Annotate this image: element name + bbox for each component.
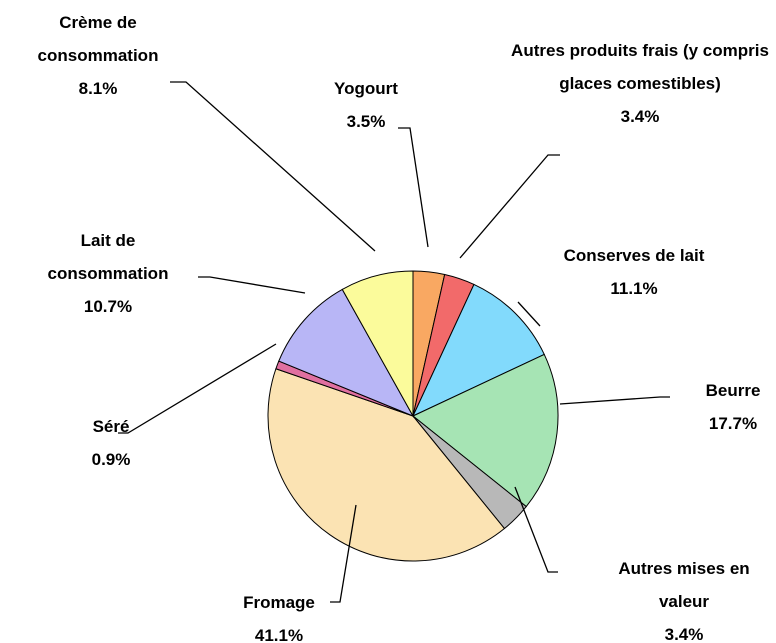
slice-label: Beurre 17.7% (688, 374, 776, 440)
leader-line (398, 127, 429, 248)
slice-name: Autres mises en valeur (618, 559, 750, 611)
slice-label: Autres mises en valeur 3.4% (599, 552, 769, 643)
slice-label: Yogourt 3.5% (306, 72, 426, 138)
slice-value: 3.5% (346, 112, 386, 131)
slice-name: Autres produits frais (y compris glaces … (511, 41, 769, 93)
slice-value: 3.4% (664, 625, 704, 643)
slice-name: Conserves de lait (563, 246, 705, 265)
slice-value: 41.1% (254, 626, 304, 643)
leader-line (170, 81, 376, 252)
slice-value: 3.4% (620, 107, 660, 126)
leader-line (118, 343, 277, 434)
slice-name: Fromage (243, 593, 315, 612)
pie-slice (412, 353, 559, 508)
slice-name: Crème de consommation (37, 13, 159, 65)
leader-line (514, 486, 558, 573)
slice-label: Fromage 41.1% (224, 586, 334, 643)
slice-value: 10.7% (83, 297, 133, 316)
slice-value: 0.9% (91, 450, 131, 469)
leader-line (330, 504, 357, 603)
leader-line (459, 154, 560, 259)
pie-slice (411, 283, 545, 418)
pie-slice (267, 368, 506, 562)
slice-label: Crème de consommation 8.1% (13, 6, 183, 105)
slice-label: Lait de consommation 10.7% (23, 224, 193, 323)
slice-name: Beurre (705, 381, 761, 400)
leader-line (517, 301, 541, 327)
slice-value: 11.1% (610, 279, 658, 298)
leader-line (559, 396, 670, 405)
leader-line (198, 276, 306, 294)
slice-value: 17.7% (708, 414, 758, 433)
slice-name: Yogourt (334, 79, 398, 98)
slice-label: Séré 0.9% (71, 410, 151, 476)
slice-name: Lait de consommation (47, 231, 169, 283)
slice-value: 8.1% (78, 79, 118, 98)
pie-slice (278, 288, 415, 418)
slice-label: Autres produits frais (y compris glaces … (505, 34, 775, 133)
slice-label: Conserves de lait 11.1% (534, 239, 734, 305)
slice-name: Séré (92, 417, 130, 436)
pie-slice (341, 270, 414, 418)
